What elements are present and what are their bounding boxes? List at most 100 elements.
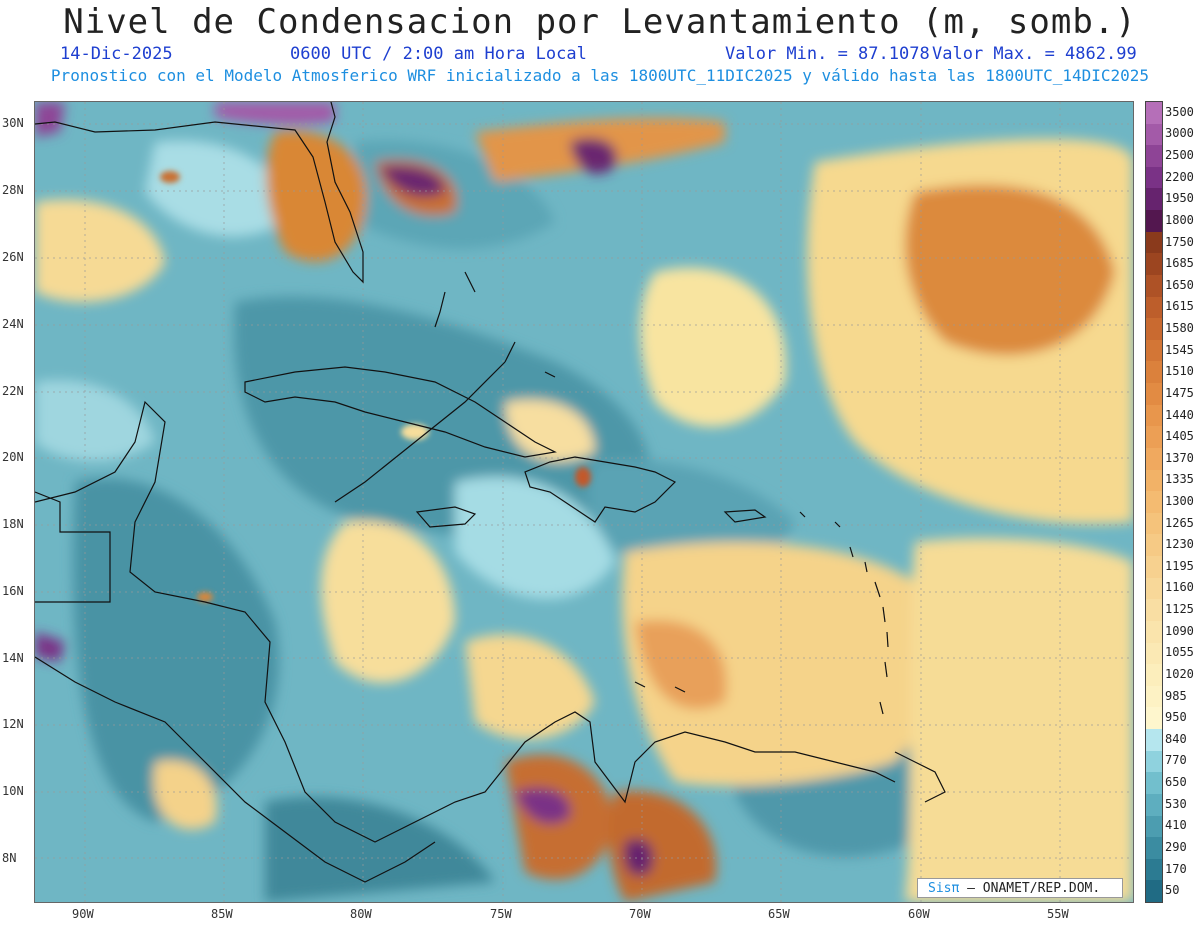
- lat-label-22n: 22N: [2, 384, 24, 398]
- colorbar-label: 1650: [1165, 277, 1194, 292]
- colorbar-segment: [1146, 880, 1162, 903]
- colorbar-label: 985: [1165, 688, 1187, 703]
- colorbar-segment: [1146, 447, 1162, 471]
- colorbar-label: 290: [1165, 839, 1187, 854]
- lesser-antilles: [434, 271, 946, 803]
- colorbar-segment: [1146, 556, 1162, 579]
- colorbar-label: 1195: [1165, 558, 1194, 573]
- colorbar-segment: [1146, 123, 1162, 146]
- colorbar-segment: [1146, 426, 1162, 449]
- colorbar-segment: [1146, 188, 1162, 211]
- lat-label-20n: 20N: [2, 450, 24, 464]
- colorbar-segment: [1146, 815, 1162, 838]
- colorbar-label: 1160: [1165, 580, 1194, 595]
- colorbar-segment: [1146, 469, 1162, 492]
- colorbar-segment: [1146, 404, 1162, 427]
- lat-label-10n: 10N: [2, 784, 24, 798]
- colorbar-label: 1370: [1165, 450, 1194, 465]
- colorbar-segment: [1146, 274, 1162, 298]
- colorbar-label: 840: [1165, 731, 1187, 746]
- lat-label-12n: 12N: [2, 717, 24, 731]
- colorbar-segment: [1146, 166, 1162, 189]
- colorbar-segment: [1146, 383, 1162, 406]
- colorbar-label: 1440: [1165, 407, 1194, 422]
- colorbar-segment: [1146, 210, 1162, 233]
- colorbar-segment: [1146, 318, 1162, 341]
- colorbar-label: 1800: [1165, 212, 1194, 227]
- colorbar-label: 1405: [1165, 429, 1194, 444]
- colorbar-segment: [1146, 599, 1162, 622]
- lat-label-8n: 8N: [2, 851, 17, 865]
- lat-label-28n: 28N: [2, 183, 24, 197]
- colorbar-label: 1090: [1165, 623, 1194, 638]
- colorbar-segment: [1146, 750, 1162, 773]
- credit-brand: Sisπ: [928, 881, 960, 896]
- colorbar-segment: [1146, 231, 1162, 254]
- colorbar-segment: [1146, 707, 1162, 730]
- map-title: Nivel de Condensacion por Levantamiento …: [63, 2, 1137, 42]
- lcl-field: [35, 102, 1133, 902]
- forecast-time: 0600 UTC / 2:00 am Hora Local: [290, 44, 587, 64]
- lat-label-24n: 24N: [2, 317, 24, 331]
- colorbar-label: 1265: [1165, 515, 1194, 530]
- colorbar-segment: [1146, 772, 1162, 795]
- colorbar-segment: [1146, 253, 1162, 276]
- colorbar-segment: [1146, 837, 1162, 860]
- map-panel[interactable]: [34, 101, 1134, 903]
- colorbar-label: 1475: [1165, 385, 1194, 400]
- lon-label-80w: 80W: [350, 907, 372, 921]
- colorbar-segment: [1146, 534, 1162, 557]
- colorbar-segment: [1146, 296, 1162, 319]
- colorbar-label: 1685: [1165, 256, 1194, 271]
- lat-label-18n: 18N: [2, 517, 24, 531]
- lon-label-60w: 60W: [908, 907, 930, 921]
- lat-label-14n: 14N: [2, 651, 24, 665]
- colorbar-label: 410: [1165, 818, 1187, 833]
- colorbar-label: 2500: [1165, 148, 1194, 163]
- colorbar-label: 50: [1165, 883, 1180, 898]
- credit-text: – ONAMET/REP.DOM.: [959, 881, 1101, 896]
- colorbar-label: 1335: [1165, 472, 1194, 487]
- colorbar-label: 650: [1165, 775, 1187, 790]
- colorbar-segment: [1146, 512, 1162, 535]
- colorbar: [1145, 101, 1163, 903]
- colorbar-label: 1580: [1165, 321, 1194, 336]
- colorbar-segment: [1146, 858, 1162, 881]
- colorbar-segment: [1146, 642, 1162, 665]
- colorbar-label: 1750: [1165, 234, 1194, 249]
- colorbar-segment: [1146, 664, 1162, 687]
- coastlines: [35, 102, 896, 883]
- colorbar-label: 3500: [1165, 104, 1194, 119]
- colorbar-label: 1055: [1165, 645, 1194, 660]
- colorbar-segment: [1146, 793, 1162, 816]
- forecast-date: 14-Dic-2025: [60, 44, 173, 64]
- colorbar-segment: [1146, 491, 1162, 514]
- colorbar-label: 1230: [1165, 537, 1194, 552]
- colorbar-label: 1125: [1165, 602, 1194, 617]
- colorbar-label: 3000: [1165, 126, 1194, 141]
- colorbar-label: 770: [1165, 753, 1187, 768]
- colorbar-segment: [1146, 102, 1162, 125]
- lon-label-90w: 90W: [72, 907, 94, 921]
- lat-label-26n: 26N: [2, 250, 24, 264]
- lon-label-85w: 85W: [211, 907, 233, 921]
- lon-label-75w: 75W: [490, 907, 512, 921]
- colorbar-segment: [1146, 361, 1162, 384]
- colorbar-label: 1020: [1165, 666, 1194, 681]
- lon-label-65w: 65W: [768, 907, 790, 921]
- credit-box: Sisπ – ONAMET/REP.DOM.: [917, 878, 1123, 898]
- colorbar-label: 950: [1165, 710, 1187, 725]
- colorbar-label: 170: [1165, 861, 1187, 876]
- colorbar-label: 1300: [1165, 494, 1194, 508]
- colorbar-label: 1615: [1165, 299, 1194, 314]
- colorbar-label: 1510: [1165, 364, 1194, 379]
- colorbar-segment: [1146, 577, 1162, 600]
- lon-label-55w: 55W: [1047, 907, 1069, 921]
- lat-label-30n: 30N: [2, 116, 24, 130]
- forecast-subtitle: Pronostico con el Modelo Atmosferico WRF…: [50, 66, 1150, 85]
- colorbar-label: 1950: [1165, 191, 1194, 206]
- max-value: Valor Max. = 4862.99: [932, 44, 1137, 64]
- colorbar-segment: [1146, 620, 1162, 644]
- colorbar-label: 2200: [1165, 169, 1194, 184]
- colorbar-segment: [1146, 729, 1162, 752]
